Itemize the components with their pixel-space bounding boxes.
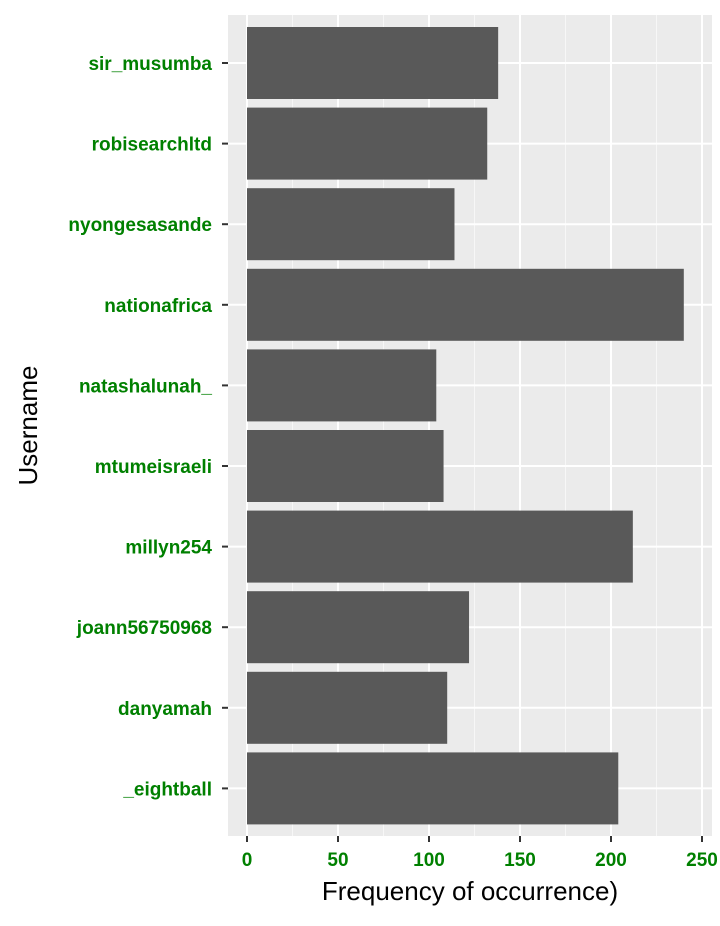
y-tick-label: natashalunah_ [79,376,212,397]
bar [247,27,499,99]
y-tick-label: robisearchltd [92,135,212,156]
x-tick-label: 0 [242,850,253,871]
bar [247,430,444,502]
bar [247,591,470,664]
y-tick-label: sir_musumba [88,54,212,75]
bar [247,268,684,341]
x-tick-label: 200 [595,850,627,871]
y-axis-title: Username [13,366,43,486]
x-tick-label: 50 [327,850,348,871]
x-tick-label: 150 [504,850,536,871]
x-tick-label: 250 [686,850,718,871]
y-tick-label: _eightball [122,779,212,800]
y-tick-label: nationafrica [104,296,212,317]
y-tick-label: millyn254 [125,538,212,559]
y-axis: sir_musumba robisearchltd nyongesasande nat… [68,54,228,800]
x-tick-label: 100 [413,850,445,871]
y-tick-label: nyongesasande [68,215,212,236]
x-axis-title: Frequency of occurrence) [322,876,618,906]
x-axis: 0 50 100 150 200 250 [242,836,718,871]
bars [247,27,684,825]
bar [247,510,633,583]
bar [247,349,437,422]
bar [247,107,488,180]
bar [247,752,619,825]
bar [247,188,455,261]
bar [247,671,448,744]
y-tick-label: mtumeisraeli [95,457,212,478]
y-tick-label: joann56750968 [76,618,212,639]
y-tick-label: danyamah [118,699,212,720]
